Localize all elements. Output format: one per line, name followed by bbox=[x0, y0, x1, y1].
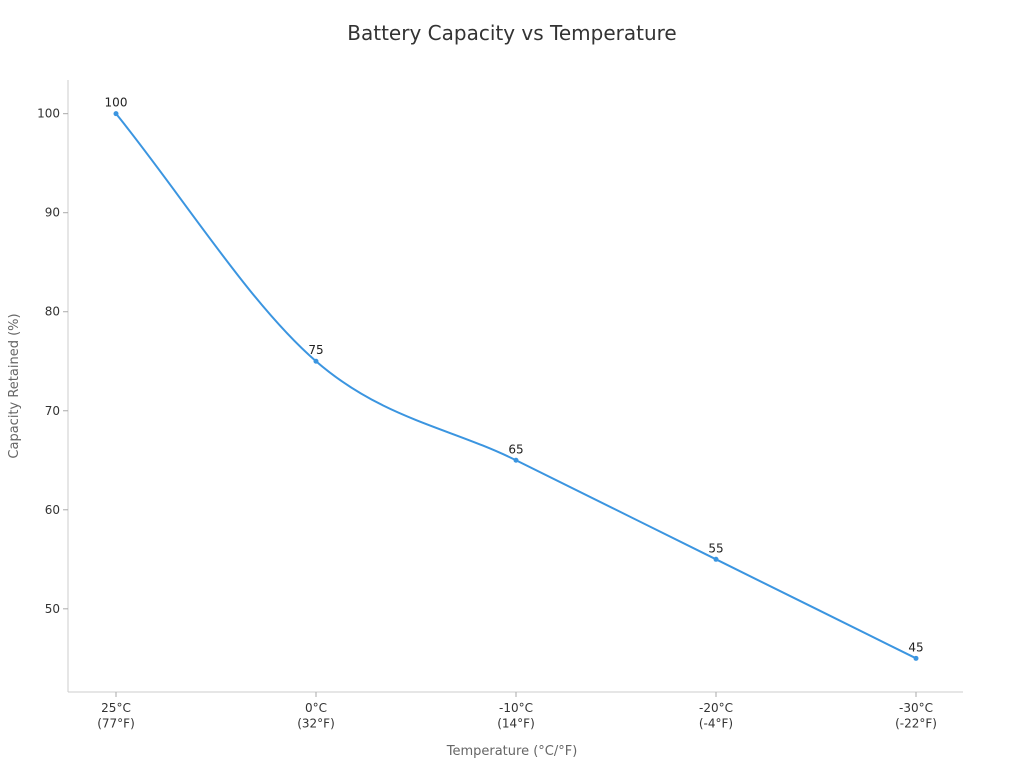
x-tick-label: -20°C (-4°F) bbox=[699, 701, 733, 731]
data-point bbox=[713, 556, 719, 562]
x-tick-label: -10°C (14°F) bbox=[497, 701, 535, 731]
data-label: 55 bbox=[708, 541, 723, 555]
y-axis-title: Capacity Retained (%) bbox=[7, 313, 22, 458]
y-tick-label: 100 bbox=[37, 107, 60, 121]
y-tick-label: 50 bbox=[45, 602, 60, 616]
y-tick-label: 60 bbox=[45, 503, 60, 517]
data-point bbox=[913, 655, 919, 661]
data-label: 45 bbox=[908, 640, 923, 654]
x-tick-label: -30°C (-22°F) bbox=[895, 701, 937, 731]
data-labels: 100 75 65 55 45 bbox=[105, 96, 924, 655]
x-axis-title: Temperature (°C/°F) bbox=[446, 744, 578, 759]
y-tick-label: 70 bbox=[45, 404, 60, 418]
x-tick-label: 0°C (32°F) bbox=[297, 701, 335, 731]
y-axis-ticks: 50 60 70 80 90 100 bbox=[37, 107, 68, 616]
series-line bbox=[115, 113, 917, 660]
data-point bbox=[113, 111, 119, 117]
data-label: 75 bbox=[308, 343, 323, 357]
data-label: 65 bbox=[508, 442, 523, 456]
chart-title: Battery Capacity vs Temperature bbox=[347, 21, 676, 45]
x-tick-label: 25°C (77°F) bbox=[97, 701, 135, 731]
data-label: 100 bbox=[105, 96, 128, 110]
y-tick-label: 80 bbox=[45, 305, 60, 319]
series-group bbox=[113, 111, 919, 661]
data-point bbox=[513, 457, 519, 463]
y-tick-label: 90 bbox=[45, 206, 60, 220]
x-axis-ticks: 25°C (77°F) 0°C (32°F) -10°C (14°F) -20°C (-4°F… bbox=[97, 692, 937, 731]
data-point bbox=[313, 358, 319, 364]
